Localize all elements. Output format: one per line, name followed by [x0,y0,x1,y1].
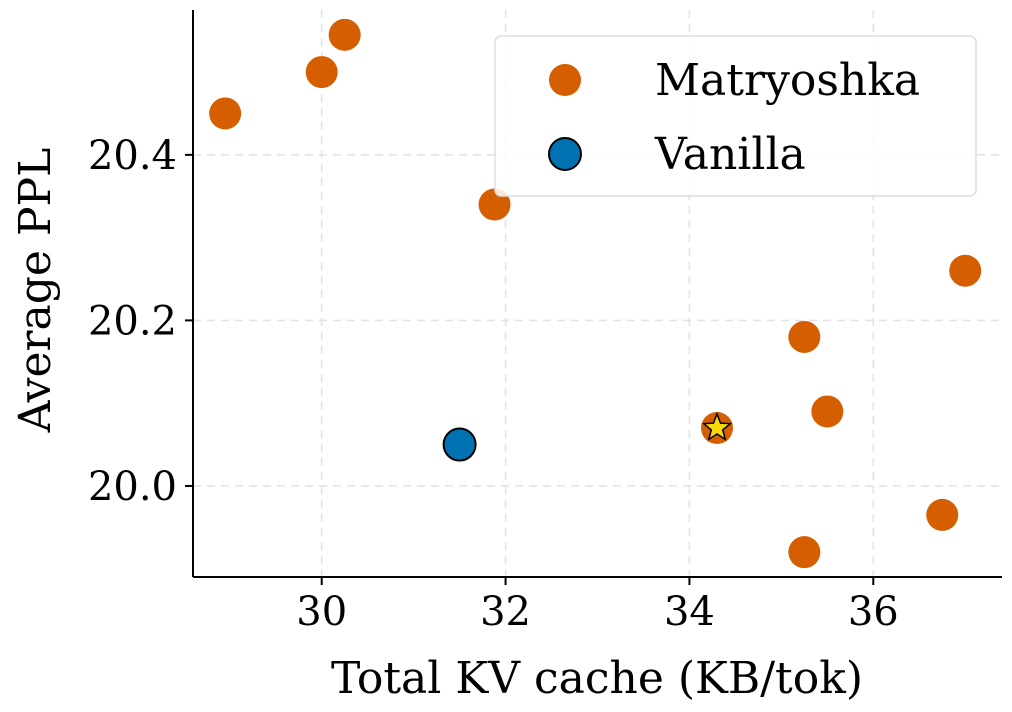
legend: Matryoshka Vanilla [494,35,977,197]
x-tick-label: 32 [480,589,531,635]
legend-marker-vanilla [548,137,582,171]
matryoshka-point [788,320,821,353]
matryoshka-point [209,97,242,130]
matryoshka-point [788,536,821,569]
matryoshka-point [811,395,844,428]
legend-label-vanilla: Vanilla [654,129,806,180]
x-axis-label: Total KV cache (KB/tok) [331,653,863,704]
vanilla-point [442,427,477,462]
x-tick-label: 36 [848,589,899,635]
y-tick-label: 20.0 [88,464,177,510]
y-axis-label: Average PPL [10,148,61,434]
matryoshka-point [926,498,959,531]
points-layer [209,18,982,569]
x-tick-label: 30 [296,589,347,635]
matryoshka-point [305,56,338,89]
x-tick-label: 34 [664,589,715,635]
axes-layer: 30 32 34 36 20.0 20.2 20.4 [88,10,1002,635]
legend-marker-matryoshka [549,64,581,96]
legend-box [494,35,977,197]
legend-label-matryoshka: Matryoshka [655,55,920,106]
highlight-star-marker [701,411,733,442]
matryoshka-point [949,254,982,287]
y-tick-label: 20.2 [88,298,177,344]
y-tick-label: 20.4 [88,133,177,179]
matryoshka-point [328,18,361,51]
